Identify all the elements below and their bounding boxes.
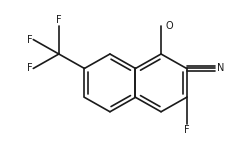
Text: F: F	[26, 63, 32, 73]
Text: O: O	[164, 21, 172, 31]
Text: F: F	[26, 35, 32, 45]
Text: F: F	[56, 15, 62, 25]
Text: N: N	[216, 63, 223, 73]
Text: F: F	[183, 125, 189, 135]
